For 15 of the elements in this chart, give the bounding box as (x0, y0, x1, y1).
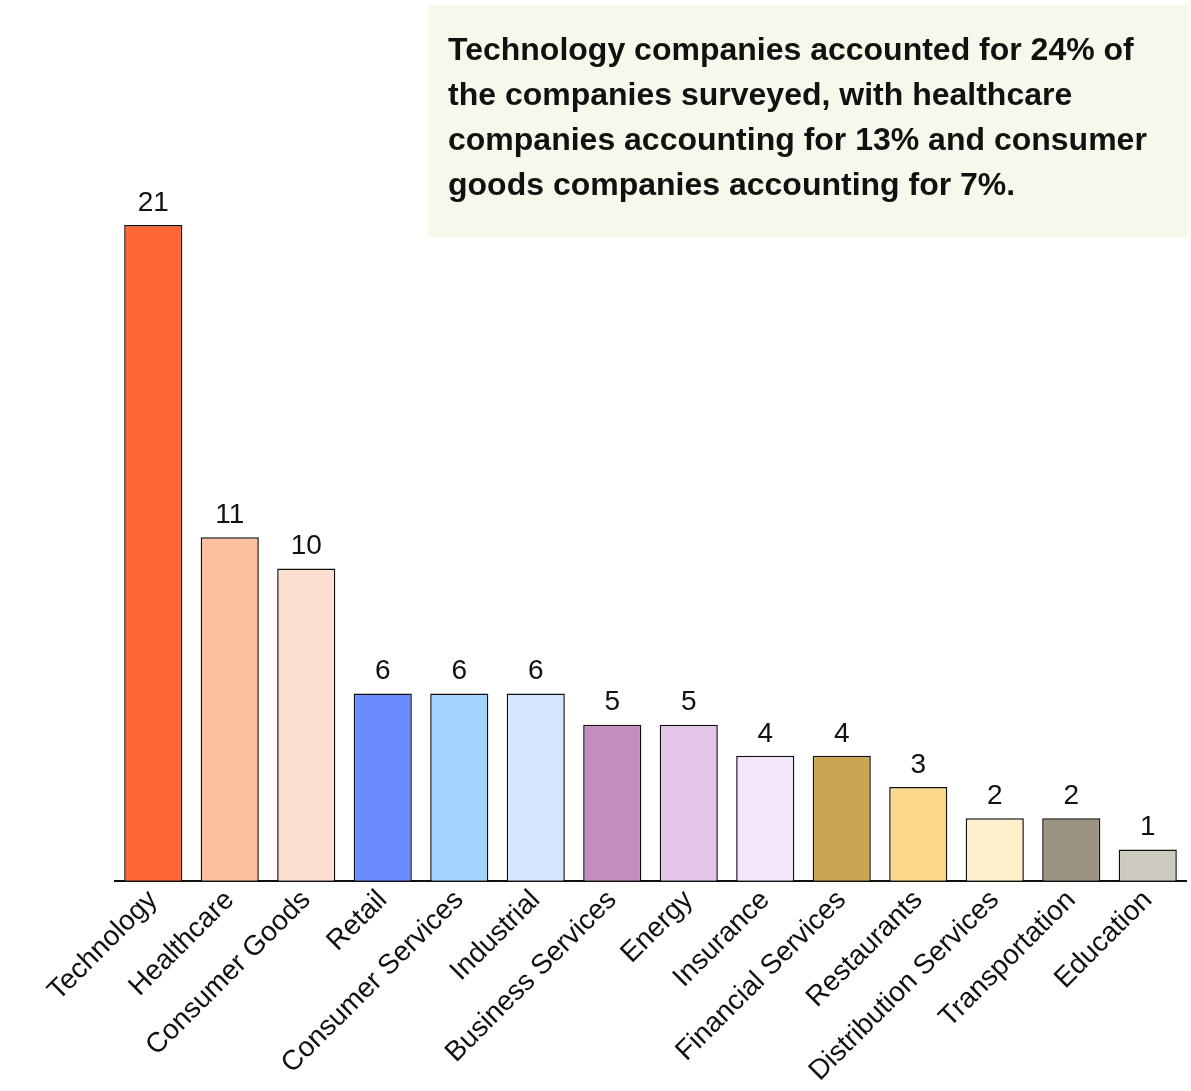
data-label: 11 (215, 497, 245, 529)
text: Technology companies accounted for 24% of the companies surveyed, with healthcare companies accounting for 13% and consumer goods companies accounting for 7%. (448, 30, 1148, 204)
data-label: 1 (1139, 810, 1156, 842)
data-label: 5 (680, 685, 697, 717)
data-label: 2 (986, 779, 1003, 811)
data-label: 10 (290, 529, 322, 561)
data-label: 4 (757, 716, 774, 748)
data-label: 4 (833, 716, 850, 748)
data-label: 21 (137, 185, 169, 217)
data-label: 3 (910, 747, 927, 779)
data-label: 6 (451, 654, 468, 686)
data-label: 6 (527, 654, 544, 686)
data-label: 6 (374, 654, 391, 686)
data-label: 5 (604, 685, 621, 717)
data-label: 2 (1063, 779, 1080, 811)
